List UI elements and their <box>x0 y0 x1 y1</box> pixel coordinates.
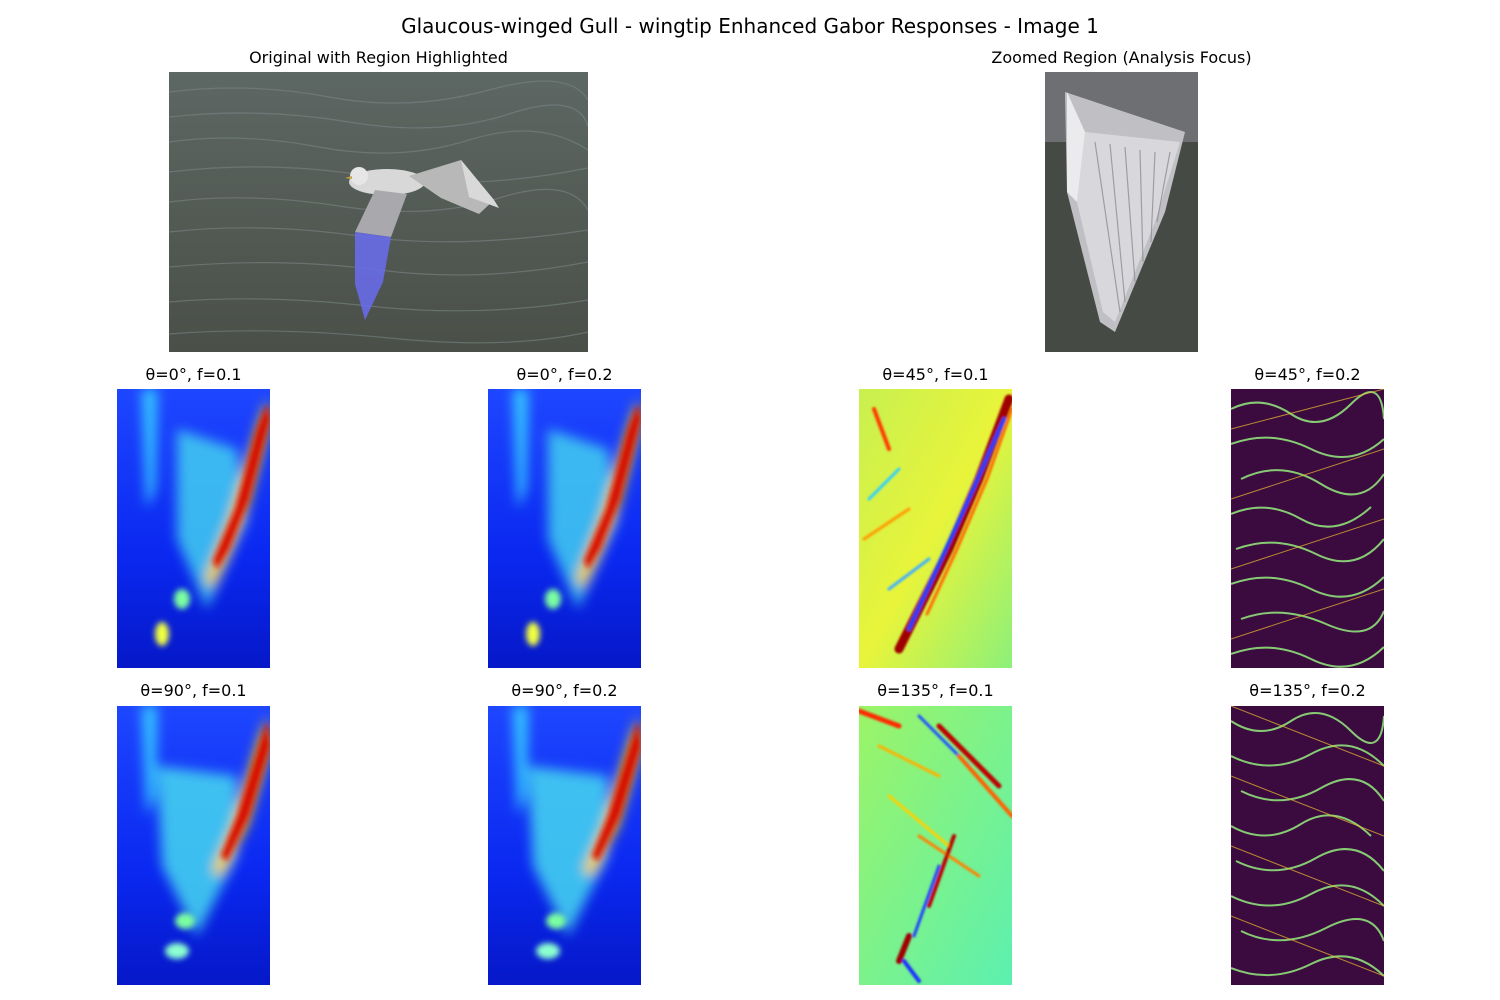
gabor-panel-theta45-f02 <box>1231 389 1384 668</box>
gabor-panel-theta135-f02 <box>1231 706 1384 985</box>
gabor-panel-theta45-f01 <box>859 389 1012 668</box>
gabor-response-heatmap <box>1231 706 1384 985</box>
figure-title: Glaucous-winged Gull - wingtip Enhanced … <box>401 14 1099 38</box>
zoomed-panel-title-text: Zoomed Region (Analysis Focus) <box>991 48 1252 67</box>
gabor-panel-theta135-f01 <box>859 706 1012 985</box>
gabor-response-heatmap <box>488 706 641 985</box>
gabor-response-heatmap <box>859 389 1012 668</box>
gabor-response-heatmap <box>117 389 270 668</box>
gull-photo <box>169 72 588 352</box>
gabor-response-heatmap <box>859 706 1012 985</box>
gabor-title-3: θ=45°, f=0.2 <box>1254 365 1361 384</box>
gabor-panel-theta90-f02 <box>488 706 641 985</box>
gabor-response-heatmap <box>117 706 270 985</box>
gabor-response-heatmap <box>1231 389 1384 668</box>
gabor-title-2: θ=45°, f=0.1 <box>882 365 989 384</box>
gabor-panel-theta0-f01 <box>117 389 270 668</box>
gabor-response-heatmap <box>488 389 641 668</box>
gabor-panel-theta0-f02 <box>488 389 641 668</box>
gabor-title-1: θ=0°, f=0.2 <box>516 365 613 384</box>
gabor-title-0: θ=0°, f=0.1 <box>145 365 242 384</box>
zoomed-wing-photo <box>1045 72 1198 352</box>
zoomed-image-panel <box>1045 72 1198 352</box>
gabor-title-6: θ=135°, f=0.1 <box>877 681 994 700</box>
gabor-title-5: θ=90°, f=0.2 <box>511 681 618 700</box>
gabor-panel-theta90-f01 <box>117 706 270 985</box>
original-panel-title: Original with Region Highlighted <box>249 48 508 67</box>
gabor-title-4: θ=90°, f=0.1 <box>140 681 247 700</box>
original-image-panel <box>169 72 588 352</box>
gabor-title-7: θ=135°, f=0.2 <box>1249 681 1366 700</box>
